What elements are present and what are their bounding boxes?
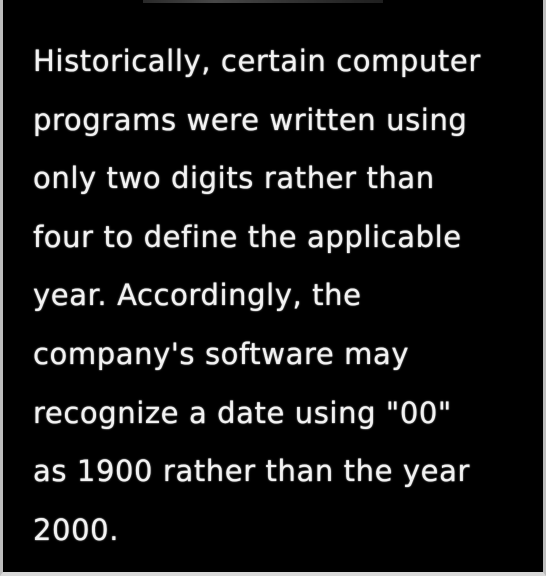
- paragraph-line: programs were written using: [33, 102, 468, 137]
- paragraph: Historically, certain computer programs …: [33, 32, 533, 559]
- paragraph-line: Historically, certain computer: [33, 44, 481, 78]
- paragraph-line: 2000.: [33, 512, 120, 547]
- paragraph-line: four to define the applicable: [33, 219, 462, 254]
- paragraph-line: as 1900 rather than the year: [33, 454, 470, 489]
- paragraph-line: company's software may: [33, 336, 410, 371]
- paragraph-line: only two digits rather than: [33, 161, 435, 196]
- paragraph-line: recognize a date using "00": [33, 395, 452, 430]
- top-edge-artifact: [143, 0, 383, 3]
- paragraph-line: year. Accordingly, the: [33, 278, 362, 313]
